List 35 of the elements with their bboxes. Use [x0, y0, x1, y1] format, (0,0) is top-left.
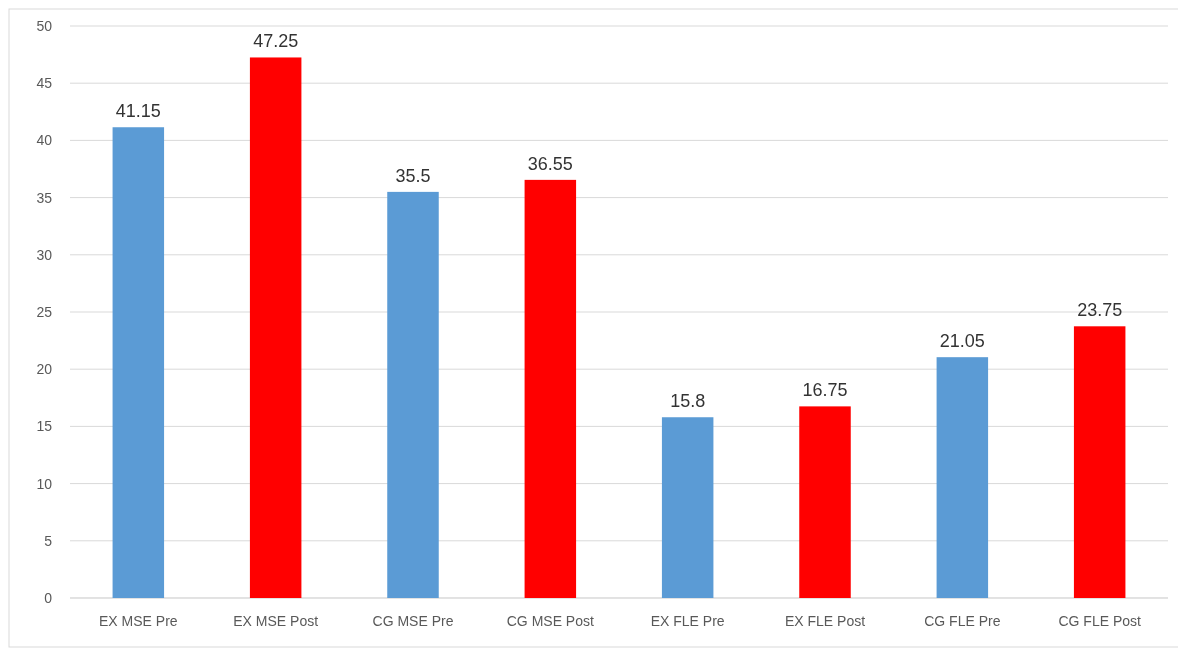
bar: [1073, 326, 1126, 598]
x-tick-label: CG MSE Post: [506, 613, 594, 629]
y-tick-label: 40: [36, 132, 53, 149]
data-label: 23.75: [1077, 300, 1123, 321]
y-tick-label: 50: [36, 17, 53, 34]
y-tick-label: 30: [36, 246, 53, 263]
y-tick-label: 5: [44, 532, 53, 549]
x-tick-label: CG FLE Post: [1058, 613, 1142, 629]
bar: [249, 57, 302, 598]
bar: [524, 179, 577, 598]
bar: [936, 357, 989, 598]
y-tick-label: 0: [44, 589, 53, 606]
data-label: 15.8: [670, 391, 706, 412]
bar: [661, 417, 714, 598]
y-tick-label: 20: [36, 361, 53, 378]
y-tick-label: 15: [36, 418, 53, 435]
x-tick-label: CG MSE Pre: [372, 613, 454, 629]
data-label: 21.05: [939, 331, 985, 352]
data-label: 36.55: [527, 153, 573, 174]
data-label: 47.25: [253, 31, 299, 52]
x-tick-label: EX FLE Pre: [650, 613, 725, 629]
y-tick-label: 35: [36, 189, 53, 206]
x-tick-label: EX FLE Post: [784, 613, 866, 629]
bar: [112, 127, 165, 598]
x-tick-label: CG FLE Pre: [924, 613, 1001, 629]
y-tick-label: 25: [36, 303, 53, 320]
y-tick-label: 45: [36, 75, 53, 92]
x-tick-label: EX MSE Pre: [99, 613, 178, 629]
bar: [387, 191, 439, 598]
data-label: 41.15: [115, 101, 161, 122]
x-tick-label: EX MSE Post: [233, 613, 319, 629]
data-label: 35.5: [395, 165, 431, 186]
y-tick-label: 10: [36, 475, 53, 492]
bar: [799, 406, 851, 598]
data-label: 16.75: [802, 380, 848, 401]
